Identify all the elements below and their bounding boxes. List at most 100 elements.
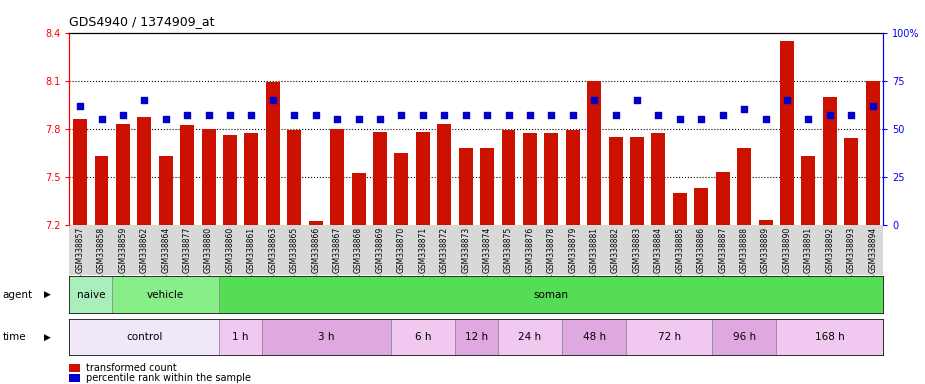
Text: 24 h: 24 h — [518, 332, 541, 342]
Text: GSM338888: GSM338888 — [740, 227, 748, 273]
Text: 12 h: 12 h — [464, 332, 488, 342]
Text: time: time — [3, 332, 27, 342]
Bar — [219, 319, 262, 355]
Bar — [438, 124, 451, 225]
Text: vehicle: vehicle — [147, 290, 184, 300]
Bar — [566, 130, 580, 225]
Text: GSM338866: GSM338866 — [311, 227, 320, 273]
Point — [780, 97, 795, 103]
Point — [373, 116, 388, 122]
Text: 1 h: 1 h — [232, 332, 249, 342]
Point — [137, 97, 152, 103]
Point — [179, 112, 194, 118]
Point — [308, 112, 323, 118]
Bar — [801, 156, 815, 225]
Bar — [845, 138, 858, 225]
Bar — [501, 130, 515, 225]
Bar — [138, 118, 152, 225]
Text: 3 h: 3 h — [318, 332, 335, 342]
Point — [223, 112, 238, 118]
Point — [202, 112, 216, 118]
Text: GSM338880: GSM338880 — [204, 227, 213, 273]
Bar — [219, 276, 883, 313]
Bar — [116, 124, 130, 225]
Point — [672, 116, 687, 122]
Point — [287, 112, 302, 118]
Bar — [202, 129, 216, 225]
Point — [329, 116, 344, 122]
Text: GSM338884: GSM338884 — [654, 227, 663, 273]
Point — [565, 112, 580, 118]
Bar — [223, 135, 237, 225]
Point — [265, 97, 280, 103]
Text: GSM338890: GSM338890 — [783, 227, 792, 273]
Point — [244, 112, 259, 118]
Point — [630, 97, 645, 103]
Text: GSM338893: GSM338893 — [846, 227, 856, 273]
Point — [544, 112, 559, 118]
Point — [480, 112, 495, 118]
Text: agent: agent — [3, 290, 33, 300]
Point — [715, 112, 730, 118]
Point — [694, 116, 709, 122]
Text: 72 h: 72 h — [658, 332, 681, 342]
Bar — [69, 319, 219, 355]
Text: GSM338892: GSM338892 — [825, 227, 834, 273]
Text: GSM338859: GSM338859 — [118, 227, 128, 273]
Bar — [265, 82, 280, 225]
Text: GSM338863: GSM338863 — [268, 227, 278, 273]
Point — [352, 116, 366, 122]
Bar — [737, 148, 751, 225]
Text: GSM338869: GSM338869 — [376, 227, 385, 273]
Text: GSM338882: GSM338882 — [611, 227, 620, 273]
Point — [844, 112, 858, 118]
Text: GSM338894: GSM338894 — [869, 227, 877, 273]
Bar — [695, 188, 709, 225]
Text: GSM338871: GSM338871 — [418, 227, 427, 273]
Text: GSM338867: GSM338867 — [333, 227, 341, 273]
Text: GSM338861: GSM338861 — [247, 227, 256, 273]
Point — [758, 116, 773, 122]
Bar — [180, 126, 194, 225]
Text: GSM338868: GSM338868 — [354, 227, 363, 273]
Point — [116, 112, 130, 118]
Text: naive: naive — [77, 290, 105, 300]
Bar — [758, 220, 772, 225]
Bar — [455, 319, 498, 355]
Text: GSM338860: GSM338860 — [226, 227, 235, 273]
Text: GSM338889: GSM338889 — [761, 227, 770, 273]
Bar — [545, 134, 559, 225]
Point — [415, 112, 430, 118]
Text: control: control — [126, 332, 163, 342]
Point — [501, 112, 516, 118]
Text: GSM338875: GSM338875 — [504, 227, 513, 273]
Bar — [776, 319, 883, 355]
Bar — [523, 134, 536, 225]
Text: GDS4940 / 1374909_at: GDS4940 / 1374909_at — [69, 15, 215, 28]
Text: GSM338872: GSM338872 — [439, 227, 449, 273]
Bar — [244, 134, 258, 225]
Point — [73, 103, 88, 109]
Bar — [609, 137, 623, 225]
Bar — [712, 319, 776, 355]
Point — [437, 112, 451, 118]
Bar — [459, 148, 473, 225]
Bar — [288, 130, 302, 225]
Text: GSM338879: GSM338879 — [568, 227, 577, 273]
Bar — [309, 222, 323, 225]
Point — [586, 97, 601, 103]
Bar — [630, 137, 644, 225]
Text: ▶: ▶ — [44, 290, 51, 299]
Bar — [94, 156, 108, 225]
Bar — [112, 276, 219, 313]
Text: GSM338878: GSM338878 — [547, 227, 556, 273]
Bar — [626, 319, 712, 355]
Bar — [716, 172, 730, 225]
Text: GSM338865: GSM338865 — [290, 227, 299, 273]
Text: 96 h: 96 h — [733, 332, 756, 342]
Text: GSM338887: GSM338887 — [718, 227, 727, 273]
Point — [801, 116, 816, 122]
Text: GSM338881: GSM338881 — [590, 227, 598, 273]
Point — [822, 112, 837, 118]
Text: transformed count: transformed count — [86, 363, 177, 373]
